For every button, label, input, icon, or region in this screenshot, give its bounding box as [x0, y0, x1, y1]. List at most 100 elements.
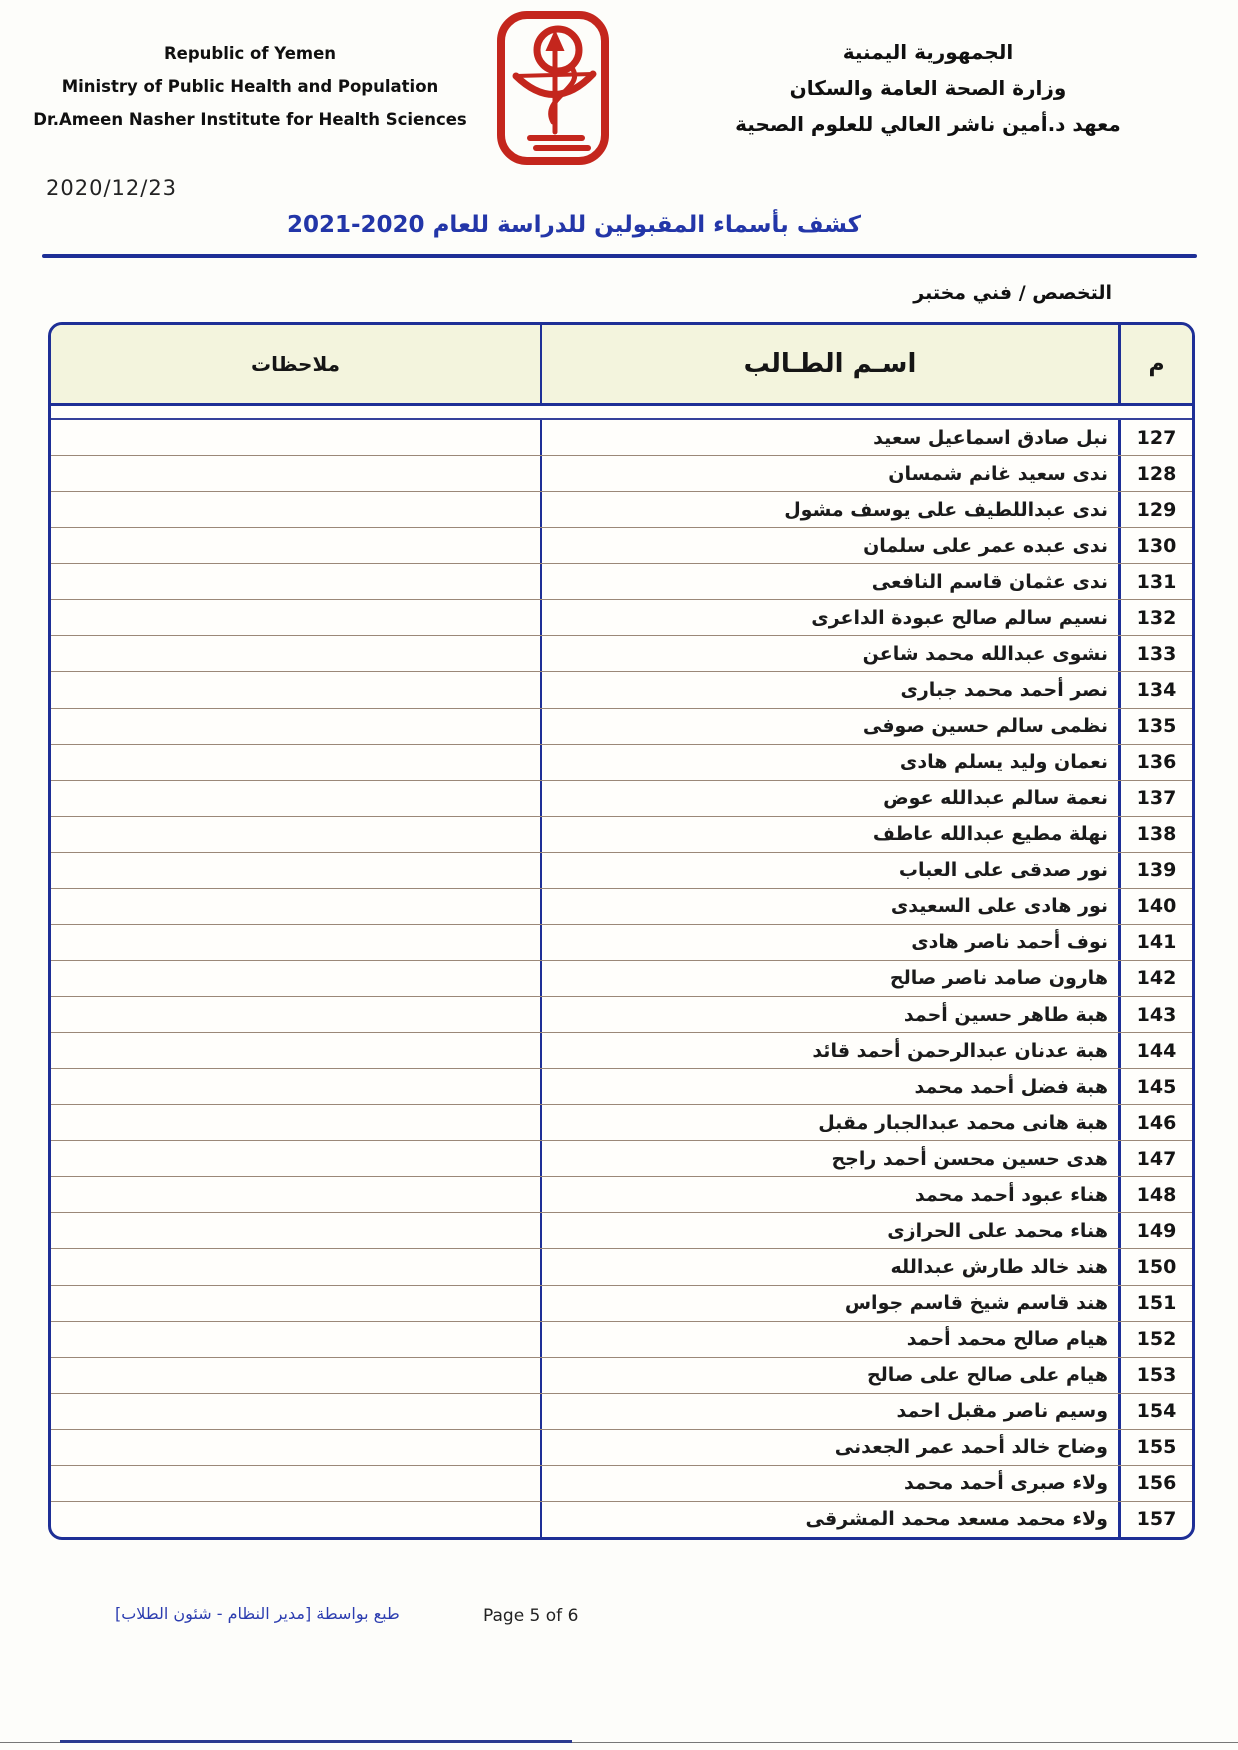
student-name: نور صدقى على العباب	[540, 852, 1118, 888]
row-notes	[51, 1033, 540, 1068]
row-notes	[51, 781, 540, 816]
table-body: 127 نبل صادق اسماعيل سعيد 128 ندى سعيد غانم…	[51, 420, 1192, 1537]
printed-by-note: طبع بواسطة [مدير النظام - شئون الطلاب]	[115, 1604, 400, 1623]
header-arabic-block: الجمهورية اليمنية وزارة الصحة العامة وال…	[688, 40, 1168, 148]
row-number: 151	[1118, 1285, 1192, 1321]
row-number: 149	[1118, 1213, 1192, 1249]
table-row: 131 ندى عثمان قاسم النافعى	[51, 564, 1192, 601]
table-row: 150 هند خالد طارش عبدالله	[51, 1249, 1192, 1286]
header-ar-ministry: وزارة الصحة العامة والسكان	[789, 76, 1067, 100]
table-row: 135 نظمى سالم حسين صوفى	[51, 708, 1192, 745]
row-number: 135	[1118, 708, 1192, 744]
table-row: 128 ندى سعيد غانم شمسان	[51, 456, 1192, 493]
row-number: 153	[1118, 1357, 1192, 1393]
row-number: 130	[1118, 528, 1192, 564]
student-name: هبة عدنان عبدالرحمن أحمد قائد	[540, 1033, 1118, 1069]
page-number: Page 5 of 6	[483, 1606, 579, 1626]
table-row: 127 نبل صادق اسماعيل سعيد	[51, 420, 1192, 457]
student-name: نظمى سالم حسين صوفى	[540, 708, 1118, 744]
student-name: ولاء صبرى أحمد محمد	[540, 1465, 1118, 1501]
health-institute-emblem-icon	[496, 10, 614, 168]
row-notes	[51, 1466, 540, 1501]
table-row: 152 هيام صالح محمد أحمد	[51, 1321, 1192, 1358]
student-name: هارون صامد ناصر صالح	[540, 960, 1118, 996]
row-number: 129	[1118, 492, 1192, 528]
print-date: 2020/12/23	[46, 176, 178, 200]
row-notes	[51, 1502, 540, 1537]
student-name: وسيم ناصر مقبل احمد	[540, 1393, 1118, 1429]
row-notes	[51, 745, 540, 780]
table-row: 130 ندى عبده عمر على سلمان	[51, 528, 1192, 565]
row-notes	[51, 1069, 540, 1104]
table-row: 153 هيام على صالح على صالح	[51, 1357, 1192, 1394]
row-number: 141	[1118, 924, 1192, 960]
row-number: 128	[1118, 456, 1192, 492]
row-number: 152	[1118, 1321, 1192, 1357]
student-name: ندى عثمان قاسم النافعى	[540, 564, 1118, 600]
row-notes	[51, 672, 540, 707]
header-en-country: Republic of Yemen	[163, 44, 337, 63]
student-name: وضاح خالد أحمد عمر الجعدنى	[540, 1429, 1118, 1465]
scan-edge-blue-line	[60, 1740, 572, 1743]
student-name: ندى عبده عمر على سلمان	[540, 528, 1118, 564]
table-row: 151 هند قاسم شيخ قاسم جواس	[51, 1285, 1192, 1322]
row-notes	[51, 492, 540, 527]
column-header-notes: ملاحظات	[250, 352, 341, 376]
row-notes	[51, 456, 540, 491]
row-notes	[51, 997, 540, 1032]
student-name: هبة هانى محمد عبدالجبار مقبل	[540, 1105, 1118, 1141]
header-en-ministry: Ministry of Public Health and Population	[61, 77, 439, 96]
row-number: 155	[1118, 1429, 1192, 1465]
row-number: 150	[1118, 1249, 1192, 1285]
table-row: 143 هبة طاهر حسين أحمد	[51, 997, 1192, 1034]
row-notes	[51, 1177, 540, 1212]
row-number: 134	[1118, 672, 1192, 708]
table-row: 147 هدى حسين محسن أحمد راجح	[51, 1141, 1192, 1178]
table-row: 137 نعمة سالم عبدالله عوض	[51, 780, 1192, 817]
table-row: 132 نسيم سالم صالح عبودة الداعرى	[51, 600, 1192, 637]
student-name: هناء عبود أحمد محمد	[540, 1177, 1118, 1213]
table-row: 157 ولاء محمد مسعد محمد المشرقى	[51, 1501, 1192, 1537]
scan-edge-line	[0, 1742, 1238, 1743]
table-row: 149 هناء محمد على الحرازى	[51, 1213, 1192, 1250]
row-number: 137	[1118, 780, 1192, 816]
table-row: 155 وضاح خالد أحمد عمر الجعدنى	[51, 1429, 1192, 1466]
student-name: ندى عبداللطيف على يوسف مشول	[540, 492, 1118, 528]
document-title: كشف بأسماء المقبولين للدراسة للعام 2020-…	[286, 212, 862, 238]
student-name: نصر أحمد محمد جبارى	[540, 672, 1118, 708]
header-ar-country: الجمهورية اليمنية	[842, 40, 1014, 64]
row-notes	[51, 1394, 540, 1429]
row-number: 157	[1118, 1501, 1192, 1537]
header-ar-institute: معهد د.أمين ناشر العالي للعلوم الصحية	[735, 112, 1121, 136]
student-name: ولاء محمد مسعد محمد المشرقى	[540, 1501, 1118, 1537]
table-row: 154 وسيم ناصر مقبل احمد	[51, 1393, 1192, 1430]
table-row: 138 نهلة مطيع عبدالله عاطف	[51, 816, 1192, 853]
header-english-block: Republic of Yemen Ministry of Public Hea…	[30, 44, 470, 143]
student-name: نهلة مطيع عبدالله عاطف	[540, 816, 1118, 852]
table-row: 145 هبة فضل أحمد محمد	[51, 1069, 1192, 1106]
row-notes	[51, 1430, 540, 1465]
row-notes	[51, 636, 540, 671]
column-header-student-name: اسـم الطـالب	[540, 325, 1118, 403]
student-name: هند خالد طارش عبدالله	[540, 1249, 1118, 1285]
table-row: 146 هبة هانى محمد عبدالجبار مقبل	[51, 1105, 1192, 1142]
row-number: 139	[1118, 852, 1192, 888]
student-name: نسيم سالم صالح عبودة الداعرى	[540, 600, 1118, 636]
row-notes	[51, 853, 540, 888]
table-row: 144 هبة عدنان عبدالرحمن أحمد قائد	[51, 1033, 1192, 1070]
table-row: 134 نصر أحمد محمد جبارى	[51, 672, 1192, 709]
student-name: نبل صادق اسماعيل سعيد	[540, 420, 1118, 456]
row-notes	[51, 925, 540, 960]
table-row: 141 نوف أحمد ناصر هادى	[51, 924, 1192, 961]
row-notes	[51, 1358, 540, 1393]
student-name: هبة فضل أحمد محمد	[540, 1069, 1118, 1105]
table-row: 142 هارون صامد ناصر صالح	[51, 960, 1192, 997]
row-notes	[51, 817, 540, 852]
student-name: هيام على صالح على صالح	[540, 1357, 1118, 1393]
row-number: 136	[1118, 744, 1192, 780]
student-name: هيام صالح محمد أحمد	[540, 1321, 1118, 1357]
students-table: م اسـم الطـالب ملاحظات 127 نبل صادق اسماع…	[48, 322, 1195, 1540]
student-name: نعمة سالم عبدالله عوض	[540, 780, 1118, 816]
row-number: 144	[1118, 1033, 1192, 1069]
